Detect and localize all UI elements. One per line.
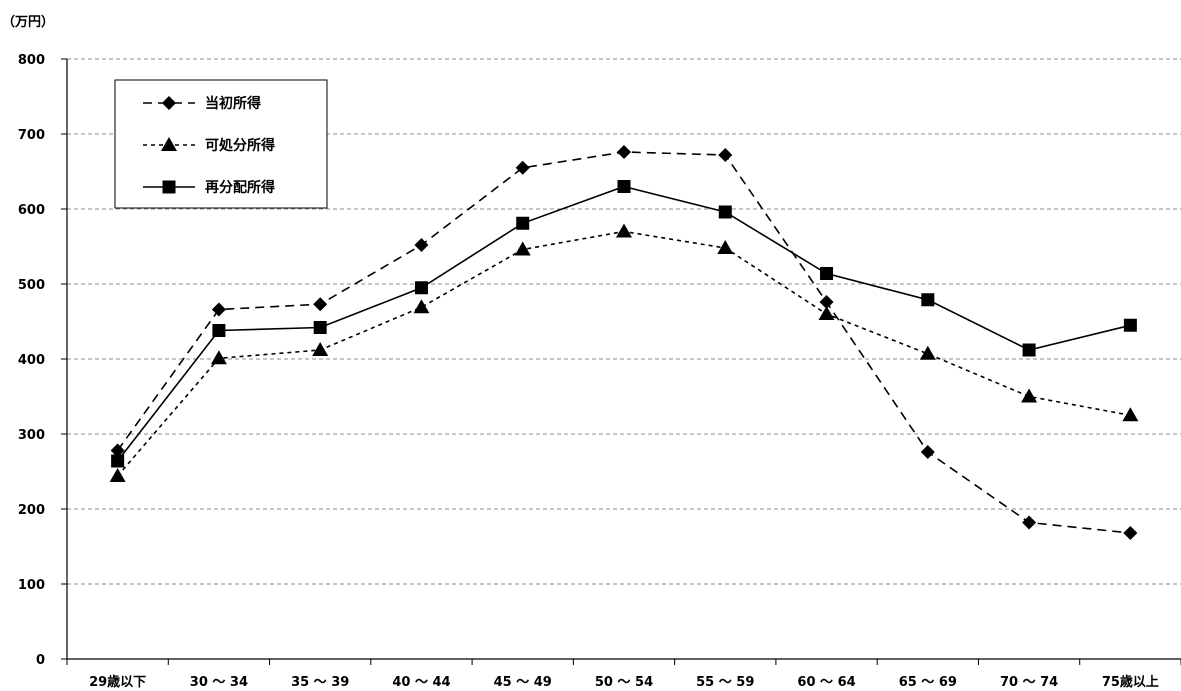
data-point-square [1123, 318, 1137, 332]
data-point-square [617, 180, 631, 193]
axes: 0 100 200 300 400 500 600 700 800 29歳以下 30 ～ 34 35 … [18, 53, 1181, 690]
data-point-triangle [514, 241, 531, 256]
data-point-triangle [616, 223, 632, 238]
data-point-triangle [1021, 388, 1038, 403]
data-point-diamond [617, 145, 631, 159]
series-1 [110, 145, 1138, 540]
y-tick-label: 300 [18, 428, 45, 443]
x-tick-label: 75歳以上 [1102, 674, 1159, 690]
x-tick-label: 65 ～ 69 [899, 675, 957, 690]
data-point-diamond [718, 148, 733, 162]
data-point-square [111, 454, 125, 468]
data-point-diamond [414, 238, 429, 252]
x-tick-label: 45 ～ 49 [494, 675, 552, 690]
series-3 [111, 180, 1137, 468]
data-point-square [1022, 343, 1036, 357]
x-tick-label: 29歳以下 [89, 674, 146, 690]
y-tick-label: 0 [36, 653, 45, 668]
y-axis-unit-label: （万円） [2, 14, 54, 30]
data-point-diamond [515, 160, 530, 175]
data-point-triangle [717, 240, 734, 254]
legend-marker-square [162, 180, 176, 194]
data-point-triangle [818, 306, 835, 320]
data-point-diamond [920, 445, 935, 459]
legend-label: 可処分所得 [205, 137, 275, 154]
series-line [116, 230, 1131, 477]
legend-label: 再分配所得 [205, 179, 275, 196]
x-tick-label: 55 ～ 59 [696, 675, 754, 690]
y-tick-label: 800 [18, 53, 45, 68]
data-point-diamond [1022, 515, 1037, 530]
data-point-diamond [110, 443, 125, 458]
data-point-triangle [413, 299, 430, 314]
data-point-square [212, 324, 226, 337]
x-tick-label: 40 ～ 44 [392, 675, 450, 690]
legend-marker-triangle [161, 137, 177, 151]
legend-label: 当初所得 [205, 95, 261, 112]
y-tick-label: 200 [18, 503, 45, 518]
y-tick-label: 100 [18, 578, 45, 593]
y-tick-label: 700 [18, 128, 45, 143]
data-point-square [313, 321, 327, 334]
x-tick-label: 50 ～ 54 [595, 675, 653, 690]
data-point-square [718, 205, 732, 219]
data-point-triangle [210, 350, 227, 365]
series-2 [109, 223, 1139, 482]
data-point-diamond [1123, 526, 1138, 540]
data-point-triangle [109, 468, 126, 482]
data-point-triangle [919, 345, 936, 360]
y-tick-label: 400 [18, 353, 45, 368]
data-point-triangle [312, 342, 329, 356]
x-tick-label: 60 ～ 64 [797, 675, 855, 690]
data-point-diamond [211, 302, 226, 317]
data-point-diamond [819, 295, 834, 309]
data-point-diamond [313, 297, 328, 312]
data-point-square [516, 216, 530, 230]
data-point-square [414, 281, 428, 295]
x-tick-label: 35 ～ 39 [291, 675, 349, 690]
data-point-square [820, 267, 834, 280]
y-tick-label: 500 [18, 278, 45, 293]
data-point-square [921, 293, 935, 307]
x-tick-label: 30 ～ 34 [190, 675, 248, 690]
data-point-triangle [1122, 407, 1139, 422]
legend-marker-diamond [162, 96, 176, 110]
x-tick-label: 70 ～ 74 [1000, 675, 1058, 690]
y-tick-label: 600 [18, 203, 45, 218]
series-group [109, 145, 1139, 540]
